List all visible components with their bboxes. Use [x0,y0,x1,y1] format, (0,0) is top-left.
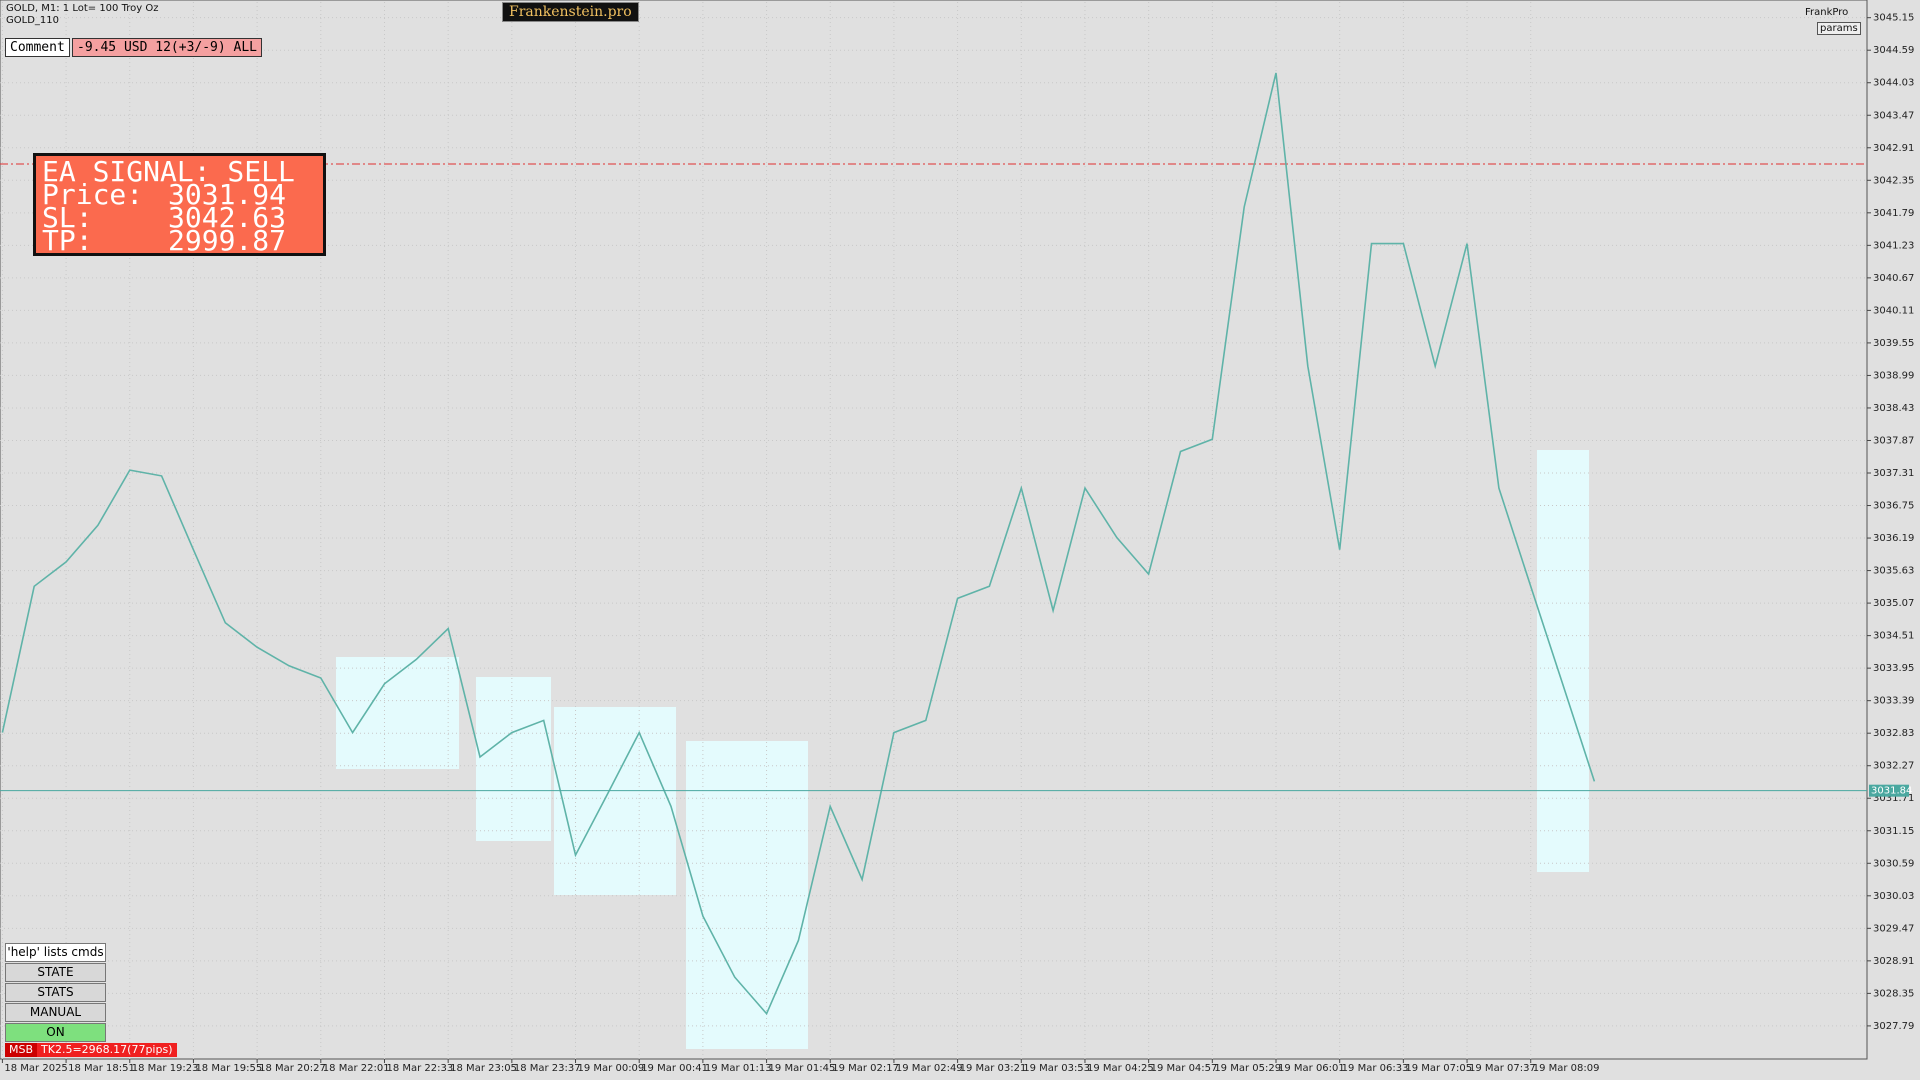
y-tick-label: 3037.31 [1873,468,1914,479]
y-tick-label: 3028.91 [1873,956,1914,967]
current-price-label: 3031.84 [1871,786,1912,797]
x-tick-label: 19 Mar 07:05 [1405,1063,1472,1074]
button[interactable]: STATS [5,983,106,1002]
params-button[interactable]: params [1817,22,1861,35]
y-tick-label: 3032.27 [1873,761,1914,772]
x-tick-label: 19 Mar 03:21 [960,1063,1027,1074]
y-tick-label: 3030.59 [1873,858,1914,869]
x-tick-label: 19 Mar 04:25 [1087,1063,1154,1074]
x-tick-label: 18 Mar 18:51 [68,1063,135,1074]
x-tick-label: 18 Mar 23:37 [514,1063,581,1074]
signal-row: TP: 2999.87 [42,224,323,257]
symbol-info: GOLD, M1: 1 Lot= 100 Troy Oz [6,3,159,14]
y-tick-label: 3038.43 [1873,403,1914,414]
y-tick-label: 3036.75 [1873,501,1914,512]
y-tick-label: 3044.03 [1873,78,1914,89]
y-tick-label: 3027.79 [1873,1021,1914,1032]
zone-box [686,741,808,1049]
y-tick-label: 3036.19 [1873,533,1914,544]
x-tick-label: 19 Mar 03:53 [1023,1063,1090,1074]
status-bar: MSB TK2.5=2968.17(77pips) [5,1043,177,1057]
button[interactable]: 'help' lists cmds [5,943,106,962]
comment-value: -9.45 USD 12(+3/-9) ALL [72,38,263,57]
comment-label: Comment [5,38,70,57]
y-tick-label: 3039.55 [1873,338,1914,349]
brand: Frankenstein.pro [502,2,639,22]
signal-value: 3031.94 [168,178,287,211]
signal-box: EA SIGNAL: SELL Price: 3031.94 SL: 3042.63 T… [33,153,326,256]
x-tick-label: 19 Mar 02:17 [832,1063,899,1074]
x-tick-label: 19 Mar 08:09 [1533,1063,1600,1074]
top-right-name: FrankPro [1805,7,1849,18]
y-tick-label: 3040.11 [1873,305,1914,316]
price-line [1,72,1596,1016]
y-tick-label: 3042.91 [1873,143,1914,154]
y-tick-label: 3035.07 [1873,598,1914,609]
signal-value: 3042.63 [168,201,287,234]
y-tick-label: 3045.15 [1873,13,1914,24]
y-tick-label: 3037.87 [1873,435,1914,446]
status-tag: MSB [5,1043,38,1057]
x-tick-label: 19 Mar 02:49 [896,1063,963,1074]
signal-label: Price: [42,178,144,211]
y-tick-label: 3042.35 [1873,175,1914,186]
zone-box [554,707,676,895]
x-tick-label: 18 Mar 2025 [4,1063,67,1074]
x-tick-label: 19 Mar 00:41 [641,1063,708,1074]
symbol-name: GOLD_110 [6,15,59,26]
zone-box [1537,450,1589,872]
x-tick-label: 18 Mar 19:23 [132,1063,199,1074]
y-tick-label: 3028.35 [1873,988,1914,999]
x-tick-label: 19 Mar 05:29 [1214,1063,1281,1074]
button[interactable]: STATE [5,963,106,982]
signal-row: Price: 3031.94 [42,178,323,211]
x-tick-label: 18 Mar 23:05 [450,1063,517,1074]
button[interactable]: MANUAL [5,1003,106,1022]
signal-label: SL: [42,201,93,234]
signal-label: TP: [42,224,93,257]
x-tick-label: 19 Mar 04:57 [1151,1063,1218,1074]
signal-title: EA SIGNAL: SELL [42,155,295,188]
x-tick-label: 19 Mar 07:37 [1469,1063,1536,1074]
y-tick-label: 3038.99 [1873,370,1914,381]
signal-row: SL: 3042.63 [42,201,323,234]
x-tick-label: 19 Mar 01:45 [769,1063,836,1074]
x-tick-label: 19 Mar 00:09 [578,1063,645,1074]
x-tick-label: 18 Mar 22:01 [323,1063,390,1074]
y-tick-label: 3030.03 [1873,891,1914,902]
y-tick-label: 3033.39 [1873,696,1914,707]
signal-value: 2999.87 [168,224,287,257]
status-text: TK2.5=2968.17(77pips) [41,1043,173,1056]
y-tick-label: 3035.63 [1873,566,1914,577]
zone-box [336,657,459,769]
button[interactable]: ON [5,1023,106,1042]
y-tick-label: 3041.79 [1873,208,1914,219]
x-tick-label: 19 Mar 01:13 [705,1063,772,1074]
x-tick-label: 18 Mar 20:27 [259,1063,326,1074]
y-tick-label: 3031.15 [1873,826,1914,837]
y-tick-label: 3033.95 [1873,663,1914,674]
current-price-box [1869,784,1909,797]
x-tick-label: 18 Mar 22:33 [386,1063,453,1074]
x-tick-label: 18 Mar 19:55 [195,1063,262,1074]
y-tick-label: 3032.83 [1873,728,1914,739]
x-tick-label: 19 Mar 06:01 [1278,1063,1345,1074]
y-tick-label: 3034.51 [1873,631,1914,642]
y-tick-label: 3029.47 [1873,923,1914,934]
y-tick-label: 3043.47 [1873,110,1914,121]
y-tick-label: 3040.67 [1873,273,1914,284]
y-tick-label: 3041.23 [1873,240,1914,251]
y-tick-label: 3044.59 [1873,45,1914,56]
x-tick-label: 19 Mar 06:33 [1342,1063,1409,1074]
y-tick-label: 3031.71 [1873,793,1914,804]
zone-box [476,677,551,841]
